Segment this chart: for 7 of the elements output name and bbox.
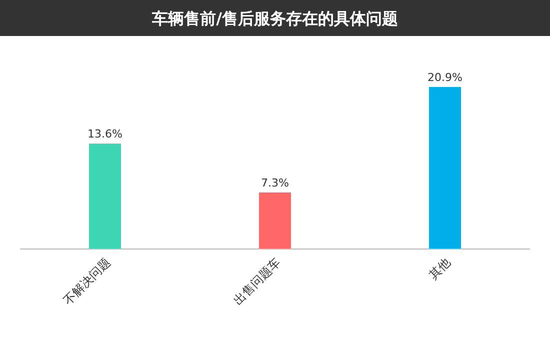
chart-title: 车辆售前/售后服务存在的具体问题 <box>151 9 398 28</box>
x-tick-label: 出售问题车 <box>230 255 284 308</box>
data-label: 13.6% <box>88 128 122 141</box>
data-label: 7.3% <box>261 176 289 190</box>
data-label: 20.9% <box>428 71 462 84</box>
x-tick-label: 不解决问题 <box>60 255 114 308</box>
x-tick-label: 其他 <box>426 255 454 282</box>
